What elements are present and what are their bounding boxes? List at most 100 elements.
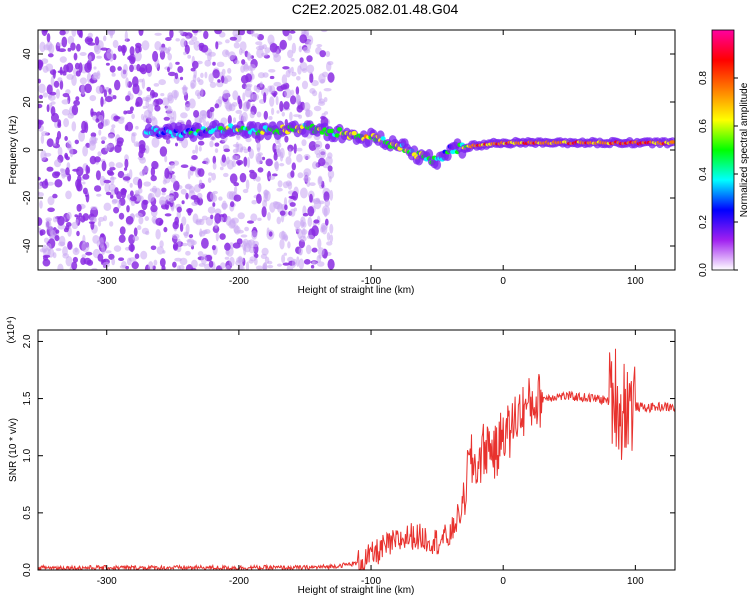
noise-speckle <box>266 227 270 235</box>
noise-speckle <box>329 189 334 201</box>
spectrogram-ytick-label: -20 <box>22 190 33 205</box>
noise-speckle <box>232 30 240 37</box>
noise-speckle <box>173 76 180 85</box>
noise-speckle <box>263 92 267 103</box>
noise-speckle <box>284 204 288 211</box>
noise-speckle <box>221 75 225 84</box>
noise-speckle <box>62 253 69 259</box>
noise-speckle <box>284 135 289 143</box>
noise-speckle <box>164 213 172 217</box>
noise-speckle <box>193 68 197 79</box>
noise-speckle <box>308 141 317 151</box>
noise-speckle <box>212 162 217 170</box>
noise-speckle <box>291 162 296 171</box>
noise-speckle <box>221 202 229 209</box>
noise-speckle <box>54 171 61 177</box>
noise-speckle <box>212 190 218 195</box>
noise-speckle <box>281 111 285 117</box>
noise-speckle <box>225 249 230 255</box>
colorbar-tick-label: 0.8 <box>698 71 709 85</box>
noise-speckle <box>125 77 129 88</box>
noise-speckle <box>248 247 255 254</box>
noise-speckle <box>71 221 79 230</box>
noise-speckle <box>63 64 70 73</box>
noise-speckle <box>263 261 268 270</box>
noise-speckle <box>150 175 157 182</box>
noise-speckle <box>46 138 54 148</box>
noise-speckle <box>167 66 170 73</box>
snr-y-multiplier: (x10⁴) <box>6 316 17 343</box>
noise-speckle <box>323 207 328 218</box>
noise-speckle <box>225 264 231 270</box>
noise-speckle <box>174 72 179 80</box>
noise-speckle <box>38 94 44 100</box>
colorbar-tick-label: 0.2 <box>698 215 709 229</box>
noise-speckle <box>261 247 269 256</box>
signal-mark <box>669 140 675 144</box>
noise-speckle <box>58 48 66 53</box>
noise-speckle <box>67 241 73 250</box>
noise-speckle <box>293 207 297 212</box>
noise-speckle <box>288 148 292 158</box>
noise-speckle <box>297 172 304 179</box>
noise-speckle <box>167 138 171 145</box>
noise-speckle <box>193 184 202 193</box>
noise-speckle <box>89 95 97 102</box>
noise-speckle <box>281 74 288 85</box>
noise-speckle <box>279 163 285 167</box>
noise-speckle <box>179 76 184 81</box>
noise-speckle <box>38 119 42 130</box>
noise-speckle <box>212 155 217 164</box>
noise-speckle <box>240 234 248 238</box>
noise-speckle <box>82 187 88 195</box>
noise-speckle <box>299 61 308 71</box>
noise-speckle <box>303 259 311 265</box>
noise-speckle <box>125 216 134 225</box>
noise-speckle <box>319 50 327 58</box>
noise-speckle <box>154 32 162 36</box>
noise-speckle <box>132 76 139 88</box>
noise-speckle <box>98 216 105 222</box>
noise-speckle <box>180 164 189 168</box>
noise-speckle <box>285 156 292 165</box>
noise-speckle <box>176 206 182 213</box>
noise-speckle <box>204 59 212 67</box>
noise-speckle <box>112 39 119 49</box>
noise-speckle <box>65 167 70 176</box>
noise-speckle <box>80 84 86 95</box>
noise-speckle <box>190 82 195 90</box>
noise-speckle <box>91 74 99 81</box>
noise-speckle <box>97 220 102 227</box>
noise-speckle <box>326 232 331 241</box>
noise-speckle <box>57 122 62 128</box>
noise-speckle <box>88 140 96 151</box>
noise-speckle <box>151 160 159 170</box>
noise-speckle <box>129 64 134 73</box>
noise-speckle <box>136 142 140 147</box>
noise-speckle <box>214 103 220 109</box>
noise-speckle <box>265 158 273 167</box>
noise-speckle <box>226 191 234 200</box>
snr-ytick-label: 2.0 <box>22 334 33 348</box>
noise-speckle <box>219 166 224 171</box>
noise-speckle <box>159 240 164 248</box>
noise-speckle <box>237 95 241 105</box>
noise-speckle <box>205 157 209 166</box>
noise-speckle <box>161 187 167 193</box>
noise-speckle <box>91 267 98 270</box>
noise-speckle <box>273 81 282 87</box>
noise-speckle <box>145 63 153 74</box>
noise-speckle <box>109 65 116 73</box>
noise-speckle <box>327 165 333 172</box>
noise-speckle <box>70 42 76 51</box>
spectrogram-ytick-label: -40 <box>22 238 33 253</box>
noise-speckle <box>298 247 303 256</box>
noise-speckle <box>268 69 276 73</box>
noise-speckle <box>131 113 135 120</box>
noise-speckle <box>229 36 238 41</box>
noise-speckle <box>176 265 181 270</box>
noise-speckle <box>125 121 134 132</box>
noise-speckle <box>209 106 215 113</box>
noise-speckle <box>188 234 194 239</box>
noise-speckle <box>120 44 127 54</box>
